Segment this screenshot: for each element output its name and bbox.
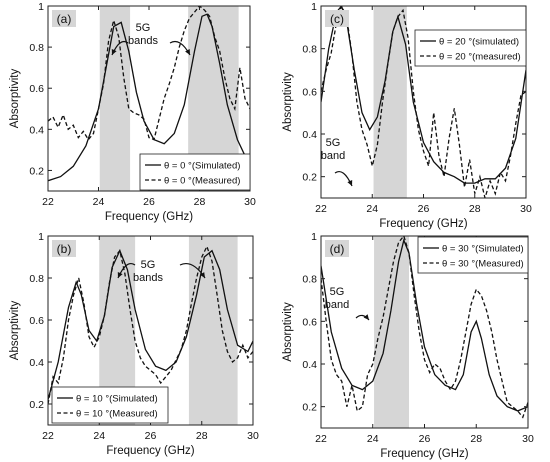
arrow-head [363,314,369,320]
legend-entry: θ = 30 °(Measured) [442,259,524,270]
panel-label: (a) [57,12,72,26]
annotation-text: band [325,299,349,311]
y-tick-label: 1 [311,231,317,243]
x-axis-label: Frequency (GHz) [106,445,194,457]
chart-panel: 22 24 26 28 30 0.2 0.4 0.6 0.8 1 Frequency (GHz) Ab… [282,231,534,460]
x-axis-label: Frequency (GHz) [105,211,193,223]
x-tick-label: 26 [145,430,157,442]
arrow-head [185,49,190,55]
y-tick-label: 0.4 [29,357,44,369]
series-simulated [321,238,528,412]
panel-label-box [52,10,76,27]
legend-entry: θ = 20 °(measured) [439,52,521,63]
x-tick-label: 30 [520,203,532,215]
panel-label-box [52,240,76,257]
x-tick-label: 26 [418,203,430,215]
legend-box [51,386,169,424]
y-tick-label: 1 [38,231,44,243]
panel-label-box [325,240,349,257]
series-measured [48,6,250,141]
legend-entry: θ = 0 °(Measured) [164,176,240,187]
annotation-text: 5G [330,286,345,298]
x-tick-label: 24 [93,430,105,442]
chart-panel: 22 24 26 28 30 0.2 0.4 0.6 0.8 1 Frequency (GHz) Ab… [9,231,259,457]
y-tick-label: 0.2 [302,172,317,184]
x-tick-label: 28 [196,430,208,442]
legend-entry: θ = 10 °(Simulated) [76,394,158,405]
band-5g [373,6,407,198]
arrow-head [117,272,123,278]
y-tick-label: 0.4 [29,124,44,136]
arrow-head [347,180,353,186]
x-tick-label: 28 [194,196,206,208]
y-tick-label: 0.8 [29,42,44,54]
x-tick-label: 30 [522,433,534,445]
annotation-text: band [321,150,345,162]
y-tick-label: 0.2 [29,399,44,411]
annotation-text: 5G [326,137,341,149]
annotation-text: bands [128,35,158,47]
annotation-text: bands [133,272,163,284]
x-tick-label: 22 [315,433,327,445]
y-tick-label: 0.6 [302,86,317,98]
band-5g [99,6,131,191]
y-tick-label: 1 [311,1,317,13]
chart-panel: 22 24 26 28 30 0.2 0.4 0.6 0.8 1 Frequency (GHz) Ab… [9,1,256,223]
panel-label: (b) [57,242,72,256]
legend-box [417,236,529,274]
y-tick-label: 0.4 [302,359,317,371]
y-tick-label: 1 [38,1,44,13]
y-axis-label: Absorptivity [9,69,21,129]
x-tick-label: 26 [143,196,155,208]
y-tick-label: 0.4 [302,129,317,141]
panel-label-box [325,10,349,27]
panel-label: (d) [330,242,345,256]
legend-entry: θ = 10 °(Measured) [76,409,158,420]
y-tick-label: 0.6 [29,315,44,327]
y-tick-label: 0.8 [29,273,44,285]
series-simulated [48,249,253,400]
y-tick-label: 0.2 [302,402,317,414]
y-tick-label: 0.8 [302,274,317,286]
x-tick-label: 30 [247,430,259,442]
y-axis-label: Absorptivity [9,301,21,361]
x-tick-label: 24 [93,196,105,208]
y-axis-label: Absorptivity [282,302,294,362]
x-axis-label: Frequency (GHz) [380,448,468,460]
y-tick-label: 0.6 [29,83,44,95]
arrow-head [199,272,205,278]
series-measured [321,6,526,198]
annotation-text: 5G [141,259,156,271]
y-tick-label: 0.8 [302,44,317,56]
legend-entry: θ = 20 °(simulated) [439,37,519,48]
x-tick-label: 26 [419,433,431,445]
x-tick-label: 22 [42,196,54,208]
x-axis-label: Frequency (GHz) [379,218,467,230]
legend-box [139,153,251,191]
legend-box [414,29,527,67]
legend-entry: θ = 30 °(Simulated) [442,244,524,255]
legend-entry: θ = 0 °(Simulated) [164,161,240,172]
x-tick-label: 24 [366,203,378,215]
y-axis-label: Absorptivity [282,72,294,132]
x-tick-label: 28 [470,433,482,445]
y-tick-label: 0.2 [29,165,44,177]
arrow-head [111,49,117,55]
x-tick-label: 28 [469,203,481,215]
x-tick-label: 30 [244,196,256,208]
series-measured [321,236,528,419]
panel-label: (c) [330,12,344,26]
annotation-text: 5G [136,22,151,34]
x-tick-label: 24 [367,433,379,445]
x-tick-label: 22 [315,203,327,215]
band-5g [188,236,238,425]
series-measured [48,244,253,405]
x-tick-label: 22 [42,430,54,442]
chart-panel: 22 24 26 28 30 0.2 0.4 0.6 0.8 1 Frequency (GHz) Ab… [282,1,532,230]
y-tick-label: 0.6 [302,316,317,328]
